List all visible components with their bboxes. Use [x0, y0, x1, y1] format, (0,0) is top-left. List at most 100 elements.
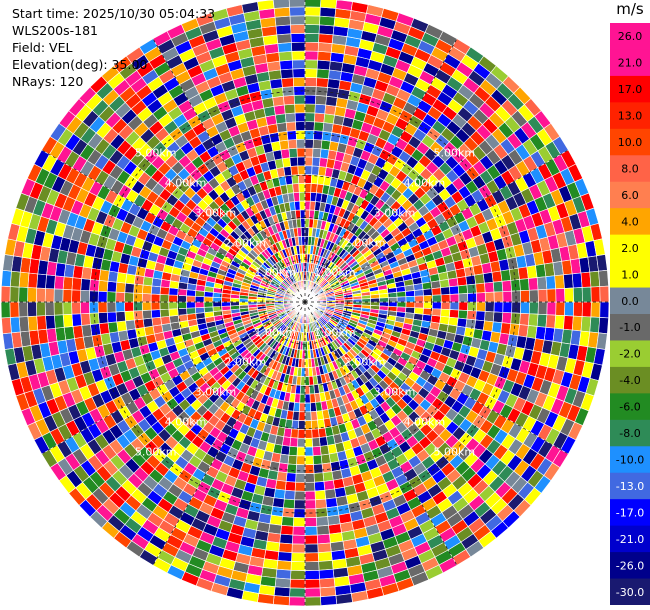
velocity-gate [97, 301, 108, 314]
colorbar-unit: m/s [616, 0, 644, 18]
velocity-gate [599, 301, 610, 319]
velocity-gate [150, 301, 161, 311]
velocity-gate [304, 446, 314, 457]
velocity-gate [297, 429, 306, 439]
colorbar-tick-label: 21.0 [618, 57, 643, 70]
velocity-gate [304, 490, 316, 501]
velocity-gate [133, 301, 143, 312]
velocity-gate [304, 59, 318, 70]
velocity-gate [519, 312, 530, 326]
velocity-gate [304, 517, 318, 527]
velocity-gate [275, 113, 287, 125]
velocity-gate [288, 147, 298, 158]
colorbar-segment [610, 102, 650, 130]
velocity-gate [0, 285, 11, 303]
velocity-gate [292, 517, 306, 527]
velocity-gate [317, 542, 332, 554]
colorbar-tick-label: 8.0 [621, 163, 639, 176]
velocity-gate [500, 322, 512, 335]
velocity-gate [414, 301, 425, 309]
velocity-gate [247, 301, 258, 306]
velocity-gate [554, 274, 565, 290]
velocity-gate [352, 298, 363, 303]
velocity-gate [281, 77, 295, 88]
velocity-gate [482, 320, 494, 332]
velocity-gate [370, 297, 380, 303]
velocity-gate [312, 147, 322, 158]
colorbar-segment [610, 155, 650, 183]
velocity-gate [474, 273, 485, 285]
colorbar-segment [610, 49, 650, 77]
velocity-gate [0, 301, 11, 319]
velocity-gate [142, 317, 154, 328]
velocity-gate [458, 301, 469, 311]
velocity-gate [272, 0, 290, 9]
start-time-text: Start time: 2025/10/30 05:04:33 [12, 6, 216, 21]
velocity-gate [160, 315, 171, 326]
velocity-gate [133, 274, 145, 286]
velocity-gate [282, 86, 295, 97]
colorbar-tick-label: -2.0 [619, 348, 640, 361]
velocity-gate [536, 276, 548, 291]
velocity-gate [80, 289, 90, 303]
range-ring-label: 4.00km [165, 177, 207, 190]
velocity-gate [273, 488, 286, 500]
velocity-gate [287, 139, 298, 150]
velocity-gate [296, 147, 306, 158]
velocity-gate [589, 316, 601, 334]
velocity-gate [571, 272, 583, 289]
velocity-gate [343, 299, 354, 303]
velocity-gate [273, 586, 291, 598]
velocity-gate [314, 112, 326, 123]
colorbar-tick-label: 4.0 [621, 215, 639, 228]
velocity-gate [304, 358, 309, 369]
velocity-gate [292, 68, 306, 79]
velocity-gate [125, 319, 136, 331]
velocity-gate [276, 122, 288, 133]
colorbar-segment [610, 525, 650, 553]
velocity-gate [304, 6, 321, 17]
velocity-gate [296, 455, 306, 466]
velocity-gate [580, 316, 592, 333]
range-ring-label: 3.00km [195, 386, 237, 399]
velocity-gate [304, 191, 312, 202]
velocity-gate [484, 301, 495, 313]
velocity-gate [194, 295, 205, 303]
velocity-gate [71, 289, 82, 303]
velocity-gate [598, 317, 609, 335]
velocity-gate [298, 402, 306, 413]
colorbar-tick-label: 10.0 [618, 136, 643, 149]
velocity-gate [288, 446, 298, 457]
velocity-gate [115, 311, 126, 323]
velocity-gate [318, 568, 335, 580]
velocity-gate [71, 301, 82, 315]
velocity-gate [290, 165, 299, 176]
colorbar-segment [610, 552, 650, 580]
velocity-gate [304, 429, 313, 439]
velocity-gate [325, 497, 338, 509]
velocity-gate [318, 24, 335, 36]
velocity-gate [325, 95, 338, 107]
velocity-gate [323, 479, 335, 491]
velocity-gate [555, 301, 566, 316]
velocity-gate [277, 462, 289, 474]
velocity-gate [310, 410, 318, 421]
velocity-gate [294, 481, 306, 492]
velocity-gate [275, 479, 287, 491]
colorbar-tick-label: -10.0 [616, 454, 644, 467]
velocity-gate [285, 472, 297, 483]
velocity-gate [289, 437, 299, 448]
velocity-gate [35, 301, 46, 317]
velocity-gate [484, 311, 495, 323]
radial-line [304, 301, 458, 566]
velocity-gate [304, 481, 316, 492]
velocity-gate [596, 332, 608, 350]
velocity-gate [440, 294, 451, 303]
velocity-gate [449, 285, 460, 295]
velocity-gate [467, 292, 477, 303]
velocity-gate [62, 289, 73, 303]
velocity-gate [482, 272, 494, 284]
velocity-gate [141, 301, 152, 311]
colorbar: 26.0 21.0 17.0 13.0 10.0 8.0 6.0 4.0 2.0 1.0 0.0 -1… [610, 23, 650, 605]
velocity-gate [318, 436, 329, 447]
